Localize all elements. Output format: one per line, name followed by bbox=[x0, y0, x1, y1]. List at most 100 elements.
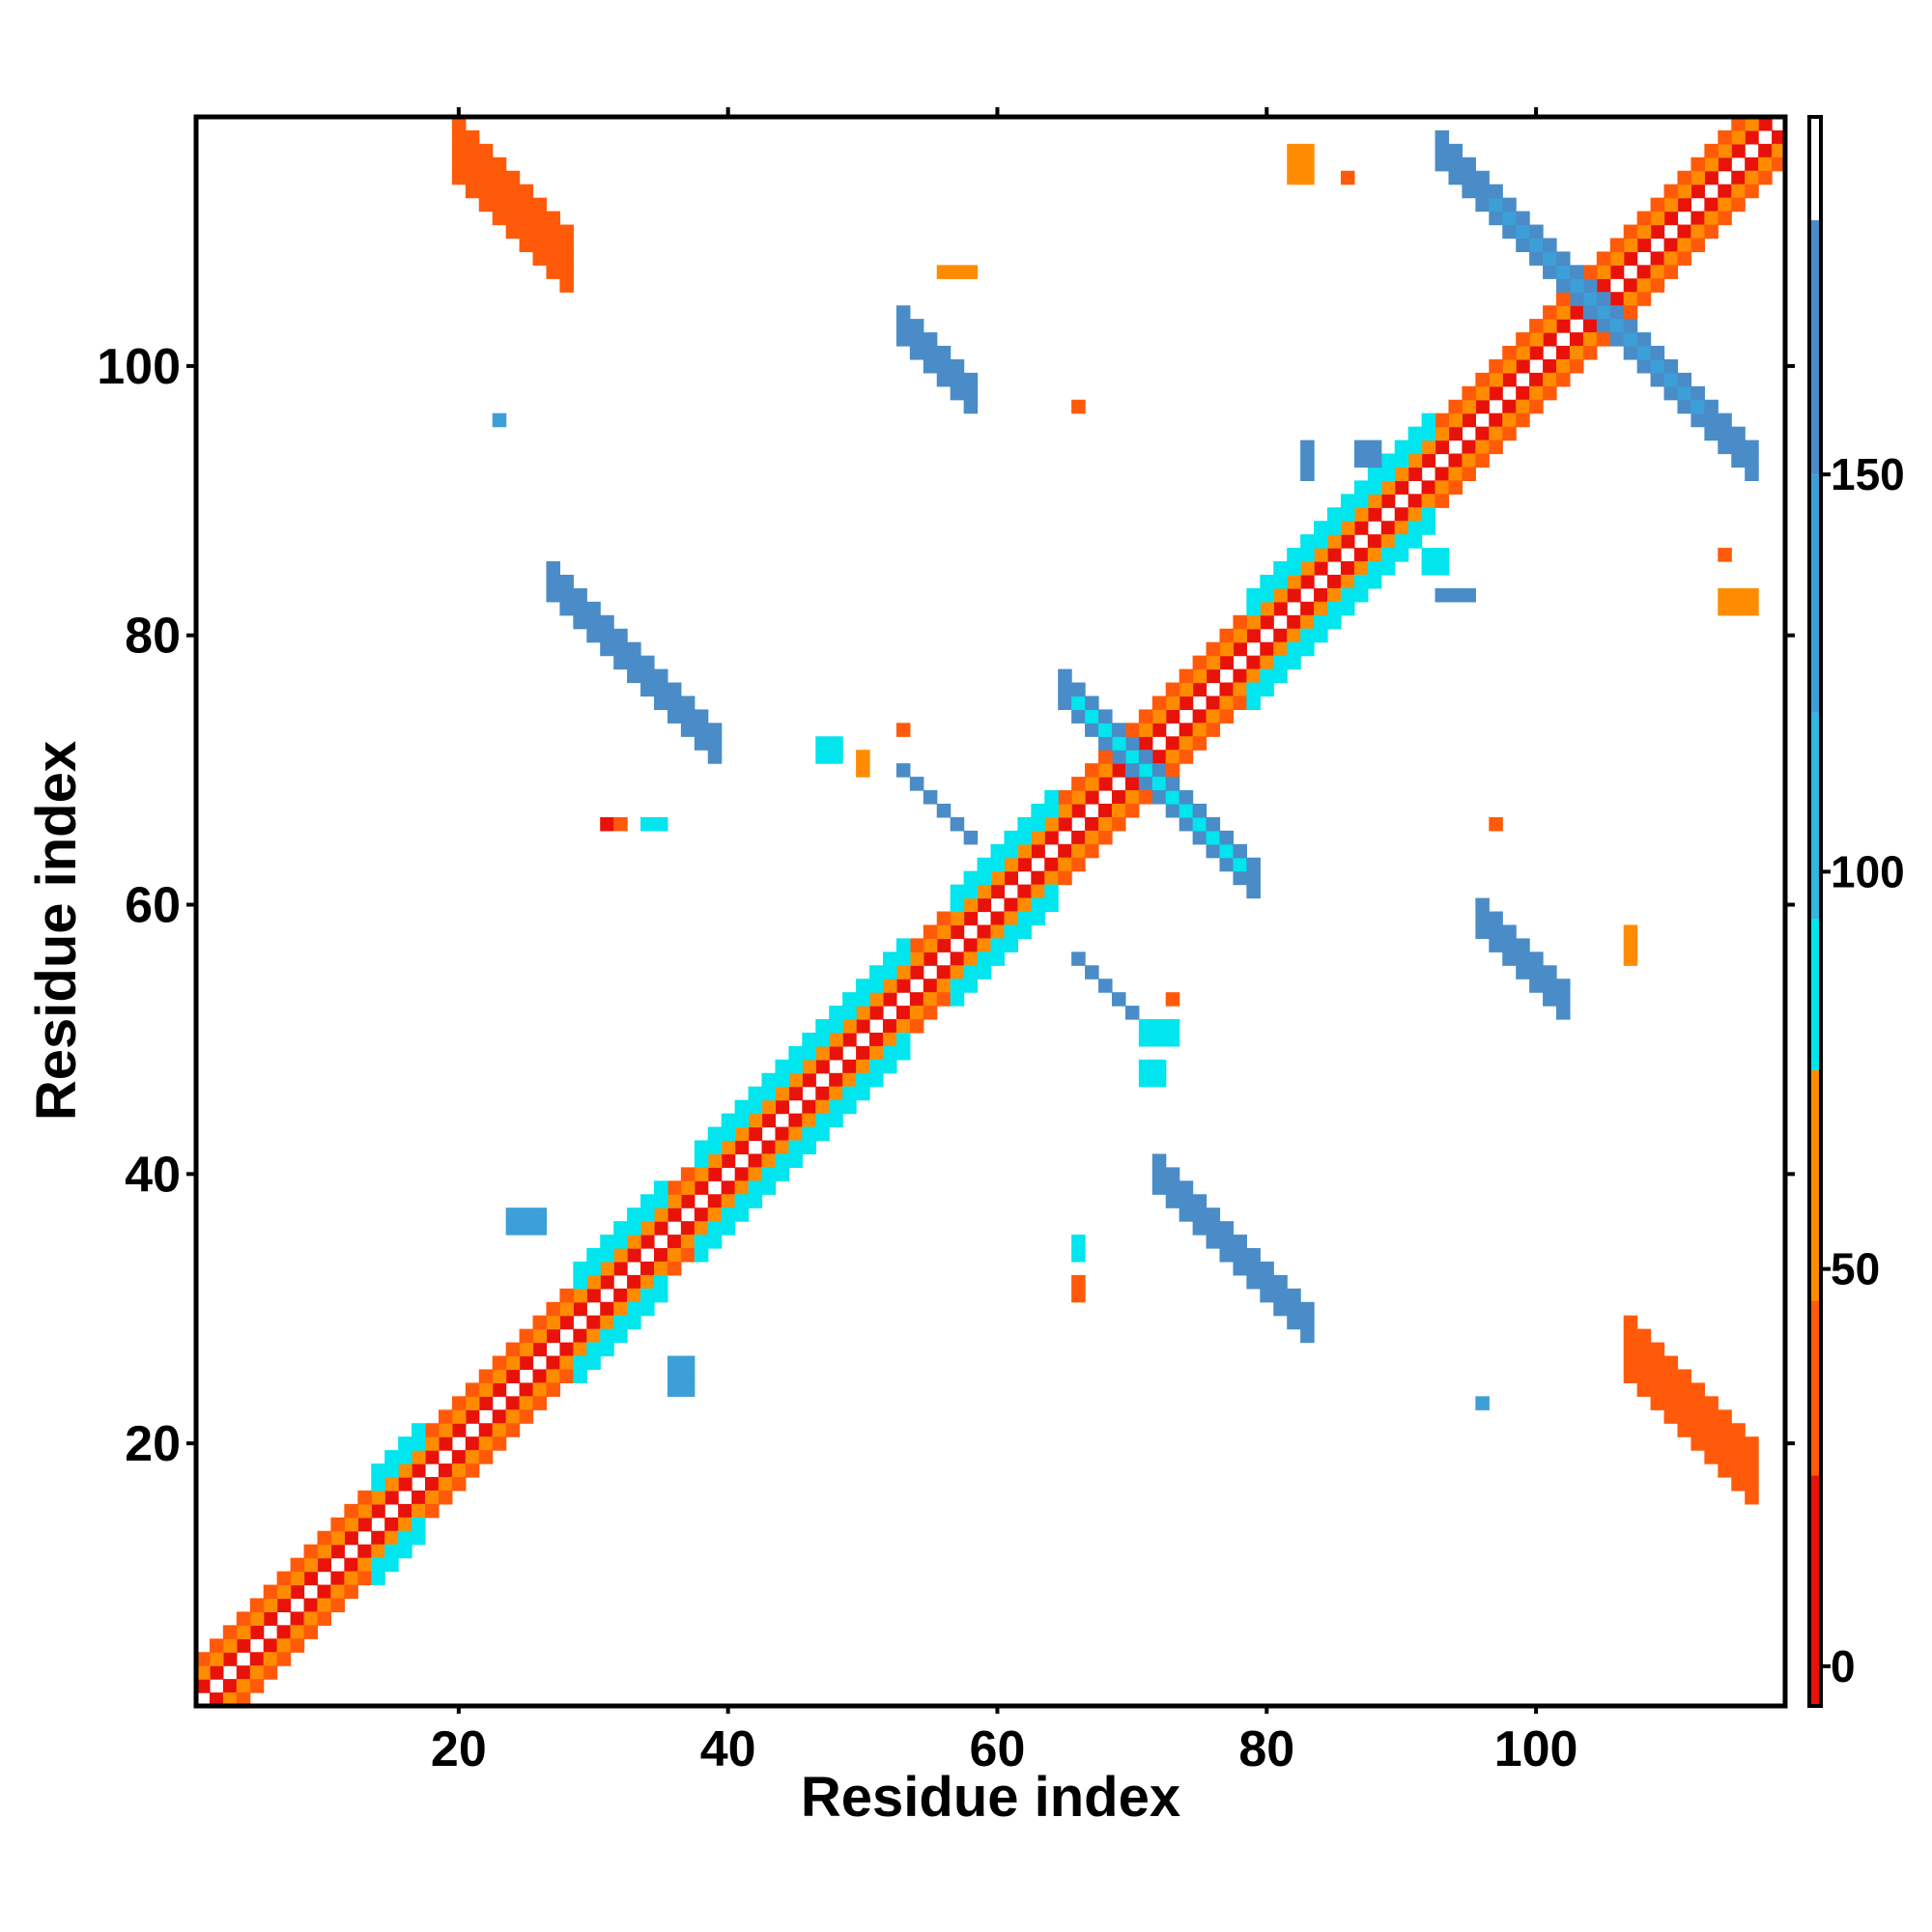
heatmap-cell bbox=[895, 1032, 911, 1047]
heatmap-cell bbox=[236, 1679, 251, 1693]
colorbar-band bbox=[1809, 117, 1821, 220]
heatmap-cell bbox=[923, 790, 938, 805]
heatmap-cell bbox=[1017, 843, 1032, 859]
heatmap-cell bbox=[1192, 816, 1208, 832]
heatmap-cell bbox=[546, 587, 560, 603]
heatmap-cell bbox=[1340, 494, 1355, 508]
heatmap-cell bbox=[371, 1503, 385, 1519]
heatmap-cell bbox=[815, 1113, 830, 1128]
heatmap-cell bbox=[640, 1194, 655, 1208]
heatmap-cell bbox=[1569, 265, 1584, 279]
heatmap-cell bbox=[613, 628, 628, 643]
heatmap-cell bbox=[465, 129, 480, 145]
heatmap-cell bbox=[1462, 385, 1476, 401]
heatmap-cell bbox=[1192, 682, 1208, 697]
heatmap-cell bbox=[1071, 803, 1086, 818]
heatmap-cell bbox=[1529, 238, 1544, 253]
heatmap-cell bbox=[1502, 372, 1517, 387]
heatmap-cell bbox=[1219, 1221, 1235, 1236]
heatmap-cell bbox=[371, 1477, 385, 1492]
heatmap-cell bbox=[950, 372, 965, 387]
heatmap-cell bbox=[1731, 601, 1746, 616]
heatmap-cell bbox=[290, 1557, 305, 1573]
heatmap-cell bbox=[1704, 399, 1719, 414]
heatmap-cell bbox=[1731, 587, 1746, 603]
heatmap-cell bbox=[1340, 561, 1355, 576]
heatmap-cell bbox=[909, 319, 924, 333]
heatmap-cell bbox=[424, 1477, 440, 1492]
heatmap-cell bbox=[559, 1369, 574, 1384]
heatmap-cell bbox=[559, 1315, 574, 1330]
heatmap-cell bbox=[1219, 857, 1235, 872]
heatmap-cell bbox=[1071, 696, 1086, 710]
heatmap-cell bbox=[1151, 1059, 1167, 1074]
heatmap-cell bbox=[1677, 1409, 1692, 1424]
colorbar: 0 50 100 150 bbox=[1807, 115, 1905, 1708]
heatmap-cell bbox=[1031, 843, 1045, 859]
heatmap-cell bbox=[1192, 1194, 1208, 1208]
heatmap-cell bbox=[344, 1557, 358, 1573]
heatmap-cell bbox=[1718, 587, 1732, 603]
heatmap-cell bbox=[1246, 870, 1261, 886]
heatmap-cell bbox=[478, 170, 494, 185]
heatmap-cell bbox=[950, 965, 965, 980]
heatmap-cell bbox=[1124, 750, 1140, 764]
heatmap-cell bbox=[1017, 857, 1032, 872]
heatmap-cell bbox=[1179, 682, 1194, 697]
heatmap-cell bbox=[1233, 857, 1247, 872]
heatmap-cell bbox=[600, 1261, 614, 1276]
heatmap-cell bbox=[1071, 790, 1086, 805]
heatmap-cell bbox=[1206, 696, 1221, 710]
heatmap-cell bbox=[1138, 763, 1153, 778]
heatmap-cell bbox=[869, 992, 884, 1007]
heatmap-cell bbox=[1543, 332, 1557, 347]
heatmap-cell bbox=[1260, 1261, 1274, 1276]
heatmap-cell bbox=[815, 1059, 830, 1074]
heatmap-cell bbox=[667, 682, 682, 697]
heatmap-cell bbox=[600, 614, 614, 630]
heatmap-cell bbox=[748, 1167, 763, 1181]
heatmap-cell bbox=[734, 1167, 750, 1181]
heatmap-cell bbox=[1071, 1274, 1086, 1290]
heatmap-cell bbox=[627, 655, 641, 670]
heatmap-cell bbox=[1004, 897, 1018, 913]
heatmap-cell bbox=[1246, 1261, 1261, 1276]
heatmap-cell bbox=[1165, 763, 1180, 778]
heatmap-cell bbox=[1677, 1382, 1692, 1397]
heatmap-cell bbox=[1098, 709, 1113, 724]
heatmap-cell bbox=[1407, 440, 1423, 455]
heatmap-cell bbox=[707, 1126, 723, 1142]
heatmap-cell bbox=[1650, 251, 1665, 266]
heatmap-cell bbox=[1151, 696, 1167, 710]
heatmap-cell bbox=[923, 979, 938, 993]
heatmap-cell bbox=[1690, 399, 1705, 414]
heatmap-cell bbox=[1407, 521, 1423, 535]
heatmap-cell bbox=[1489, 938, 1503, 952]
heatmap-cell bbox=[1623, 924, 1638, 939]
heatmap-cell bbox=[613, 1221, 628, 1236]
heatmap-cell bbox=[1650, 345, 1665, 360]
heatmap-cell bbox=[1151, 709, 1167, 724]
heatmap-cell bbox=[963, 870, 979, 886]
heatmap-cell bbox=[236, 1611, 251, 1626]
heatmap-cell bbox=[1179, 696, 1194, 710]
heatmap-cell bbox=[1085, 763, 1099, 778]
heatmap-cell bbox=[492, 1409, 507, 1424]
heatmap-cell bbox=[788, 1153, 803, 1168]
heatmap-cell bbox=[1098, 723, 1113, 737]
heatmap-cell bbox=[424, 1423, 440, 1437]
heatmap-cell bbox=[357, 1503, 372, 1519]
heatmap-cell bbox=[1718, 211, 1732, 226]
heatmap-cell bbox=[478, 143, 494, 158]
heatmap-cell bbox=[1435, 412, 1450, 428]
heatmap-cell bbox=[815, 1032, 830, 1047]
heatmap-cell bbox=[1300, 641, 1315, 657]
heatmap-cell bbox=[1448, 587, 1463, 603]
heatmap-cell bbox=[936, 938, 952, 952]
heatmap-cell bbox=[1367, 480, 1382, 495]
heatmap-cell bbox=[1543, 251, 1557, 266]
heatmap-cell bbox=[384, 1450, 399, 1464]
heatmap-cell bbox=[559, 587, 574, 603]
heatmap-cell bbox=[1543, 992, 1557, 1007]
heatmap-cell bbox=[613, 655, 628, 670]
